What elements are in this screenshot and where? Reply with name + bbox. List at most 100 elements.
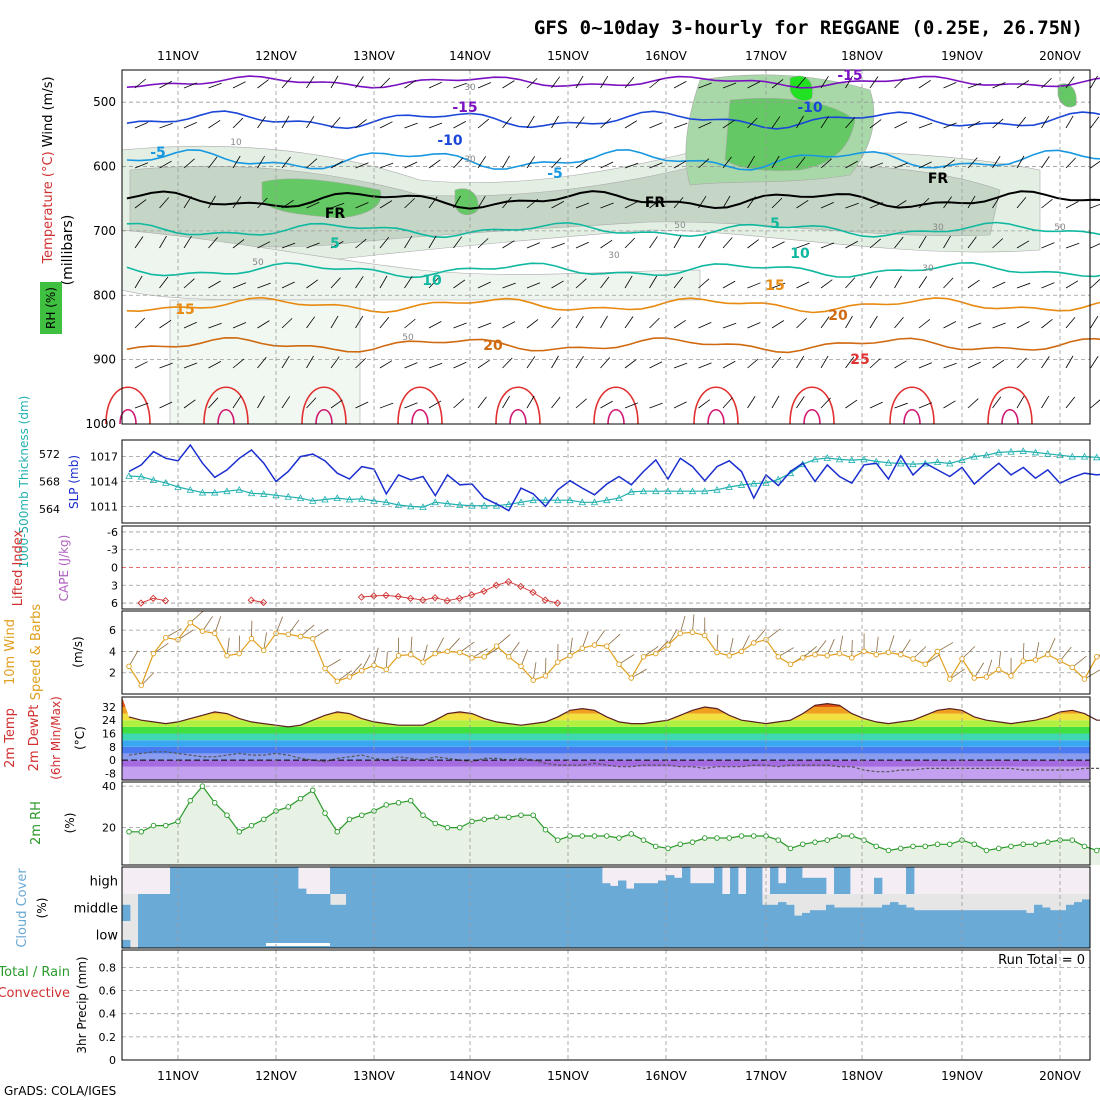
cloud-bar-low — [514, 921, 523, 948]
wind-barb — [600, 276, 610, 289]
precip-tick-label: 0 — [109, 1054, 116, 1067]
cloud-bar-middle — [186, 894, 195, 921]
cloud-bar-high — [594, 867, 603, 894]
cloud-bar-low — [1050, 921, 1059, 948]
rh-marker — [493, 814, 500, 821]
cloud-bar-high — [386, 867, 395, 894]
temp-label: 2m Temp — [3, 708, 18, 768]
wind-barb — [820, 316, 830, 329]
isotherm-arc — [803, 408, 821, 425]
cloud-bar-middle — [786, 904, 795, 921]
wind-barb — [600, 315, 608, 329]
cloud-label: Cloud Cover — [15, 868, 30, 948]
surface-wind-barb — [606, 633, 621, 647]
cloud-bar-low — [706, 921, 715, 948]
cloud-bar-middle — [770, 904, 779, 921]
wind-barb — [918, 80, 931, 89]
isotherm-line — [126, 190, 1100, 210]
wind-barb — [796, 281, 810, 289]
wind-barb — [551, 242, 565, 249]
surface-wind-barb — [925, 653, 941, 665]
wind-barb — [428, 321, 442, 329]
wind-barb — [551, 355, 559, 369]
wind-barb — [673, 122, 688, 129]
cloud-bar-middle — [314, 894, 323, 921]
wind-label: 10m Wind — [3, 619, 18, 685]
surface-wind-barb — [900, 639, 911, 655]
wind-barb — [551, 201, 565, 209]
wind-barb — [1065, 157, 1076, 169]
panel-frame-ua — [121, 69, 1091, 425]
cloud-bar-low — [506, 921, 515, 948]
surface-wind-barb — [165, 628, 182, 638]
wind-barb — [894, 77, 905, 89]
wind-barb — [159, 362, 173, 369]
cloud-bar-low — [890, 921, 899, 948]
wind-speed-marker — [726, 652, 733, 659]
wind-barb — [1041, 395, 1050, 409]
cloud-bar-middle — [266, 894, 275, 921]
cloud-bar-middle — [642, 894, 651, 921]
surface-wind-barb — [434, 637, 445, 654]
wind-speed-marker — [542, 673, 549, 679]
upper-air-label-wind: Temperature (°C) Wind (m/s) — [41, 76, 56, 264]
wind-barb — [722, 280, 736, 289]
rh-contour-label: 50 — [252, 258, 264, 268]
cloud-bar-low — [610, 921, 619, 948]
cloud-bar-middle — [594, 894, 603, 921]
panel-frames — [121, 69, 1091, 1061]
wind-barb — [698, 158, 710, 169]
thickness-marker — [713, 485, 721, 493]
wind-barb — [624, 76, 635, 89]
wind-barb — [771, 116, 781, 129]
rh-marker — [199, 783, 206, 789]
isotherm-arc — [693, 386, 739, 425]
wind-barb — [502, 196, 512, 209]
wind-speed-marker — [383, 666, 390, 673]
wind-barb — [869, 202, 884, 209]
rh-marker — [677, 841, 684, 848]
date-label-top: 17NOV — [745, 49, 787, 63]
wind-speed-marker — [751, 640, 757, 646]
wind-speed-marker — [224, 652, 230, 659]
cloud-bar-middle — [450, 894, 459, 921]
wind-speed-marker — [1020, 658, 1027, 664]
surface-wind-barb — [263, 632, 267, 651]
cloud-bar-low — [226, 921, 235, 948]
wind-barb — [306, 316, 316, 329]
wind-speed-marker — [457, 649, 463, 656]
wind-speed-marker — [395, 652, 402, 659]
wind-tick-label: 4 — [109, 645, 116, 658]
wind-barb — [698, 82, 712, 89]
surface-wind-barb — [214, 616, 222, 634]
cloud-bar-middle — [866, 907, 875, 921]
cloud-bar-high — [626, 888, 635, 894]
wind-barb — [134, 275, 143, 289]
cloud-bar-middle — [402, 894, 411, 921]
wind-speed-marker — [1032, 657, 1039, 663]
rh-marker — [579, 833, 586, 839]
wind-barb — [477, 359, 490, 369]
wind-barb — [453, 361, 467, 369]
cloud-bar-middle — [122, 904, 131, 921]
pressure-tick-label: 1000 — [85, 417, 116, 431]
wind-barb — [355, 119, 367, 129]
cloud-bar-low — [466, 921, 475, 948]
rh-marker — [1081, 843, 1088, 850]
wind-barb — [257, 395, 265, 409]
thickness-marker — [186, 485, 194, 493]
surface-wind-barb — [496, 634, 511, 647]
wind-barb — [306, 75, 315, 89]
surface-wind-barb — [728, 638, 734, 656]
surface-wind-barb — [912, 646, 927, 660]
cloud-bar-low — [434, 921, 443, 948]
isotherm-label: 10 — [422, 273, 442, 289]
cloud-bar-middle — [994, 910, 1003, 921]
cloud-bar-middle — [274, 894, 283, 921]
rh-contour-label: 10 — [230, 138, 242, 148]
cloud-bar-low — [266, 921, 275, 948]
wind-barb — [526, 156, 536, 169]
cloud-bar-high — [666, 875, 675, 894]
rh-contour-label: 50 — [1054, 223, 1066, 233]
cloud-bar-low — [698, 921, 707, 948]
